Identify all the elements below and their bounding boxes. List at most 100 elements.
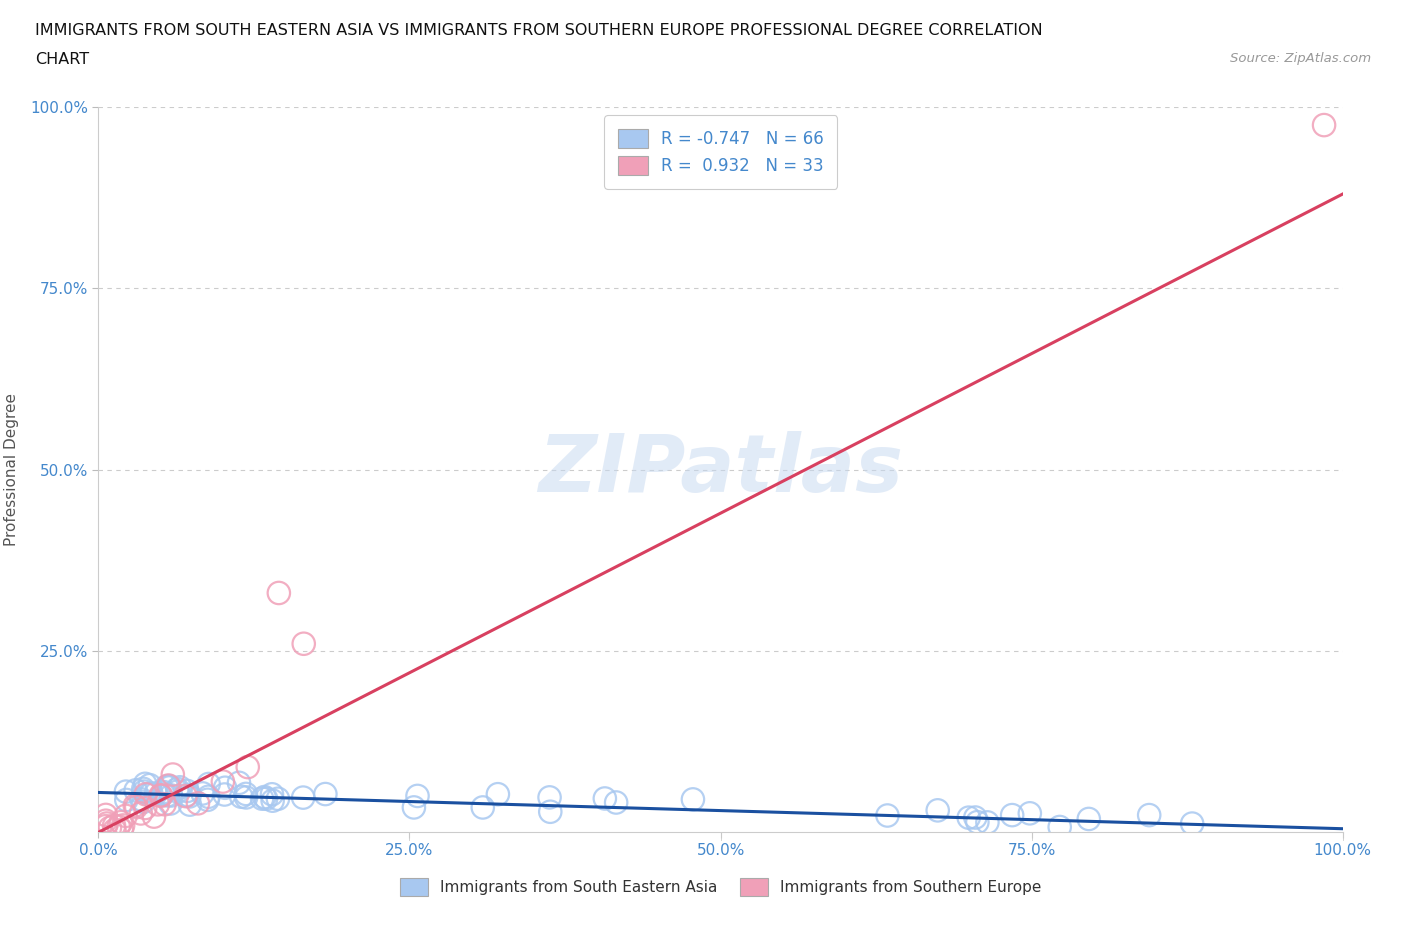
- Point: [166, 784, 188, 799]
- Point: [162, 767, 184, 782]
- Point: [96, 816, 118, 830]
- Point: [145, 786, 167, 801]
- Point: [314, 787, 336, 802]
- Point: [125, 800, 148, 815]
- Point: [538, 804, 561, 819]
- Text: CHART: CHART: [35, 52, 89, 67]
- Point: [152, 785, 174, 800]
- Point: [965, 810, 987, 825]
- Point: [179, 797, 201, 812]
- Point: [112, 818, 135, 833]
- Text: Source: ZipAtlas.com: Source: ZipAtlas.com: [1230, 52, 1371, 65]
- Point: [254, 791, 277, 806]
- Point: [966, 815, 988, 830]
- Point: [138, 787, 160, 802]
- Point: [292, 790, 315, 805]
- Point: [98, 820, 121, 835]
- Point: [134, 777, 156, 791]
- Point: [253, 790, 276, 804]
- Point: [235, 787, 257, 802]
- Point: [1137, 807, 1160, 822]
- Y-axis label: Professional Degree: Professional Degree: [4, 393, 18, 546]
- Point: [927, 803, 949, 817]
- Point: [143, 809, 166, 824]
- Legend: Immigrants from South Eastern Asia, Immigrants from Southern Europe: Immigrants from South Eastern Asia, Immi…: [388, 866, 1053, 908]
- Point: [103, 823, 125, 838]
- Point: [156, 788, 179, 803]
- Point: [149, 788, 172, 803]
- Point: [157, 780, 180, 795]
- Point: [135, 787, 157, 802]
- Point: [94, 814, 117, 829]
- Point: [605, 795, 627, 810]
- Point: [134, 801, 156, 816]
- Point: [146, 797, 169, 812]
- Point: [957, 810, 980, 825]
- Point: [114, 808, 136, 823]
- Point: [132, 781, 155, 796]
- Point: [260, 787, 283, 802]
- Point: [1181, 817, 1204, 831]
- Point: [876, 808, 898, 823]
- Point: [197, 792, 219, 807]
- Point: [110, 815, 132, 830]
- Point: [129, 806, 152, 821]
- Point: [153, 797, 176, 812]
- Point: [159, 796, 181, 811]
- Point: [471, 800, 494, 815]
- Point: [214, 787, 236, 802]
- Point: [166, 781, 188, 796]
- Point: [682, 792, 704, 807]
- Point: [402, 800, 425, 815]
- Point: [111, 823, 134, 838]
- Point: [124, 783, 146, 798]
- Point: [187, 796, 209, 811]
- Point: [1018, 806, 1040, 821]
- Point: [141, 786, 163, 801]
- Point: [1049, 819, 1071, 834]
- Point: [538, 790, 561, 804]
- Point: [155, 779, 177, 794]
- Point: [1077, 812, 1099, 827]
- Point: [132, 784, 155, 799]
- Point: [169, 780, 191, 795]
- Point: [131, 792, 153, 807]
- Point: [94, 818, 117, 833]
- Point: [191, 786, 214, 801]
- Point: [160, 788, 183, 803]
- Point: [139, 777, 162, 792]
- Point: [115, 784, 138, 799]
- Point: [1001, 807, 1024, 822]
- Point: [94, 807, 117, 822]
- Point: [250, 791, 273, 806]
- Point: [176, 783, 198, 798]
- Point: [1313, 118, 1336, 133]
- Point: [115, 792, 138, 807]
- Point: [406, 789, 429, 804]
- Point: [179, 789, 201, 804]
- Point: [132, 794, 155, 809]
- Point: [267, 586, 290, 601]
- Point: [236, 760, 259, 775]
- Point: [976, 815, 998, 830]
- Point: [197, 777, 219, 791]
- Point: [231, 790, 253, 804]
- Point: [124, 798, 146, 813]
- Point: [176, 788, 198, 803]
- Point: [593, 791, 616, 806]
- Point: [262, 793, 284, 808]
- Point: [211, 774, 233, 789]
- Point: [292, 636, 315, 651]
- Point: [107, 819, 129, 834]
- Point: [152, 787, 174, 802]
- Text: IMMIGRANTS FROM SOUTH EASTERN ASIA VS IMMIGRANTS FROM SOUTHERN EUROPE PROFESSION: IMMIGRANTS FROM SOUTH EASTERN ASIA VS IM…: [35, 23, 1043, 38]
- Point: [228, 776, 250, 790]
- Point: [157, 778, 180, 793]
- Point: [235, 790, 257, 804]
- Point: [267, 791, 290, 806]
- Point: [103, 818, 125, 833]
- Point: [157, 778, 180, 793]
- Point: [486, 787, 509, 802]
- Point: [174, 789, 197, 804]
- Point: [214, 780, 236, 795]
